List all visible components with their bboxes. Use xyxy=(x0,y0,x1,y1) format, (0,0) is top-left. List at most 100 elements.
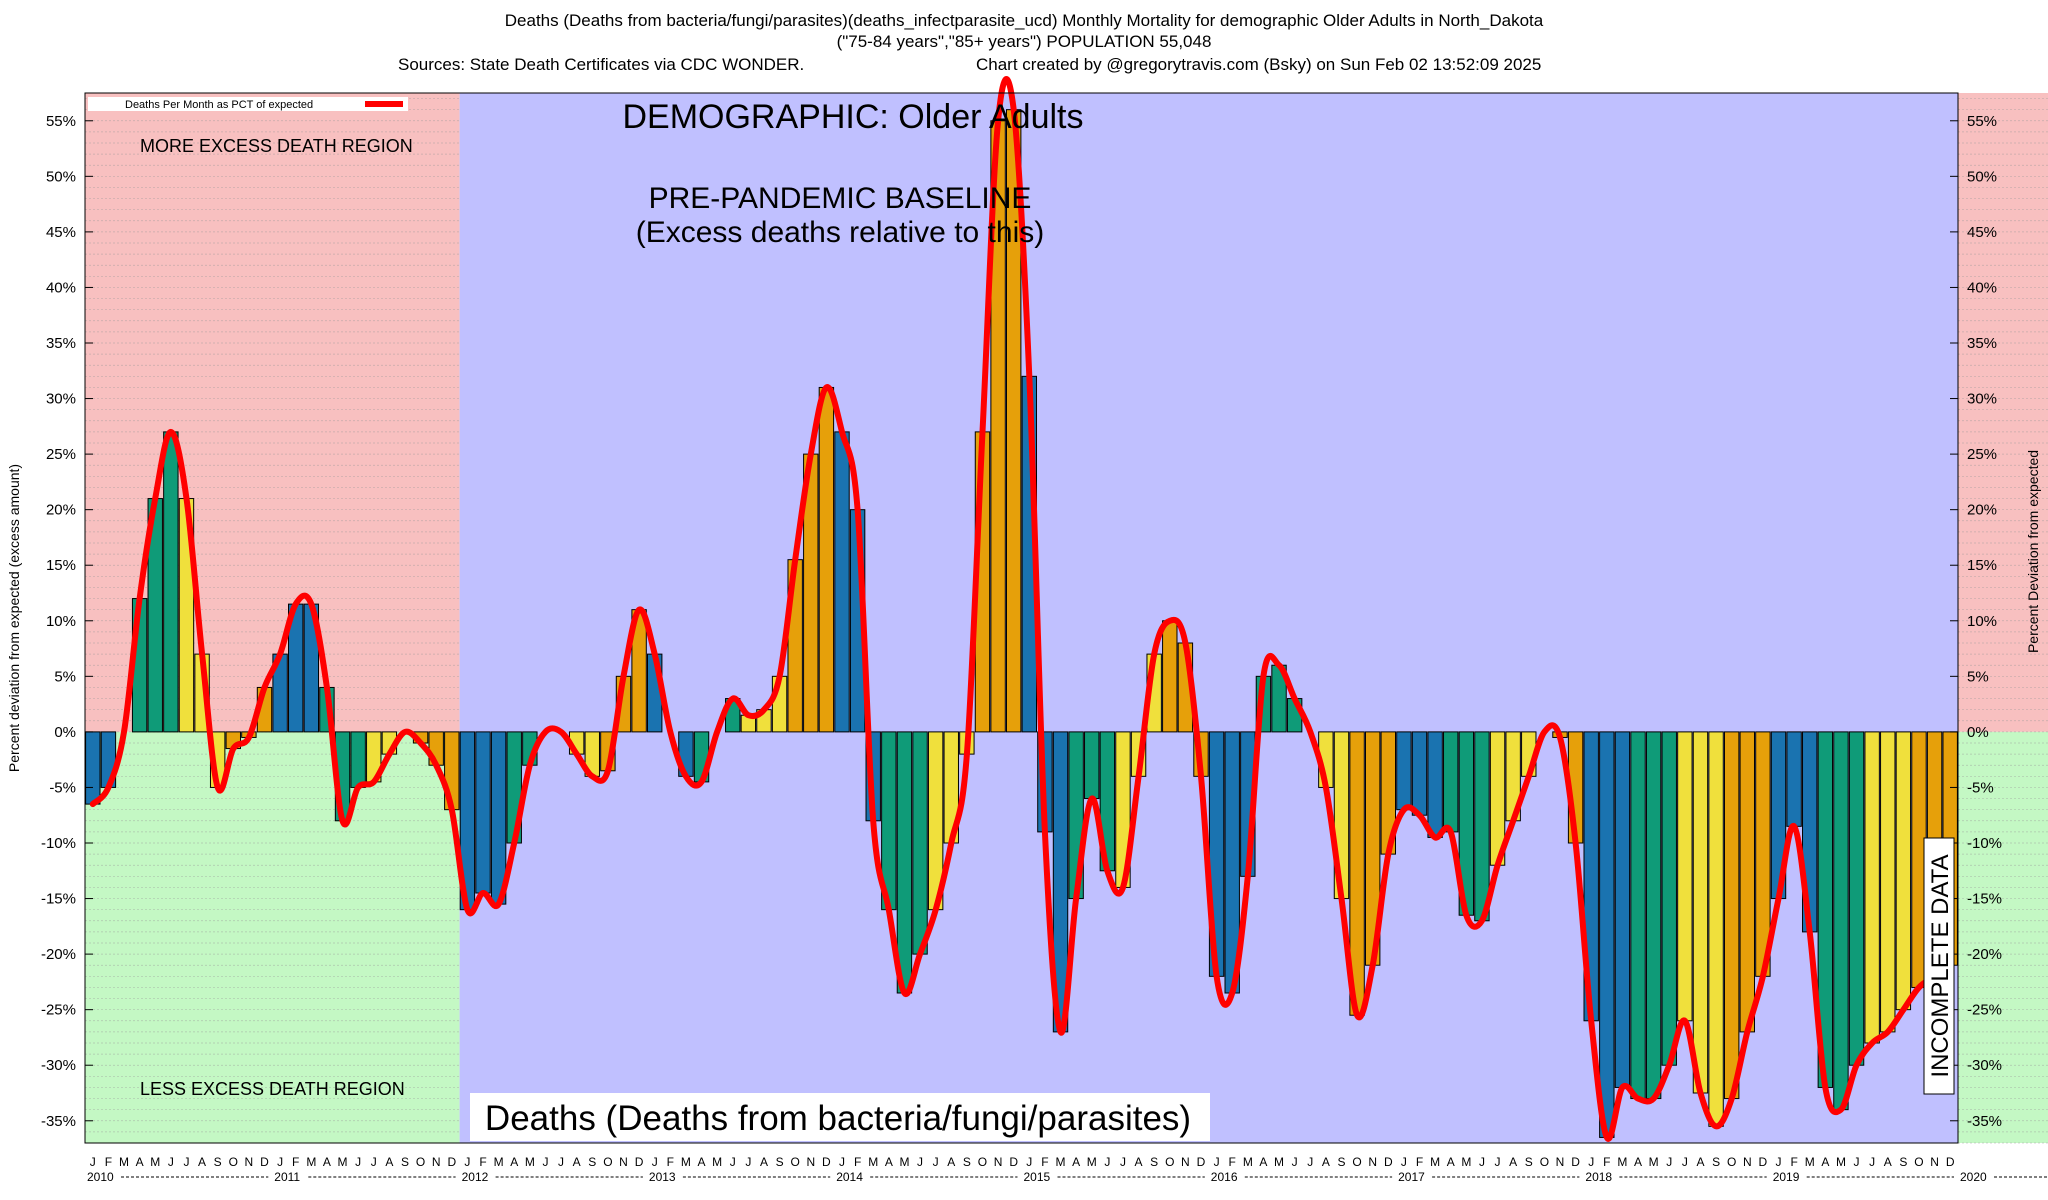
x-month-label: D xyxy=(447,1155,456,1169)
x-month-label: N xyxy=(1743,1155,1752,1169)
x-month-label: M xyxy=(868,1155,878,1169)
y-tick-label-right: 20% xyxy=(1967,502,1997,519)
x-month-label: J xyxy=(652,1155,658,1169)
chart-subtitle: ("75-84 years","85+ years") POPULATION 5… xyxy=(836,32,1212,51)
x-month-label: J xyxy=(1026,1155,1032,1169)
x-month-label: D xyxy=(1384,1155,1393,1169)
chart-credit: Chart created by @gregorytravis.com (Bsk… xyxy=(976,55,1542,74)
chart-title: Deaths (Deaths from bacteria/fungi/paras… xyxy=(504,11,1544,30)
x-month-label: S xyxy=(963,1155,971,1169)
x-month-label: M xyxy=(119,1155,129,1169)
y-tick-label-left: 15% xyxy=(46,557,76,574)
x-month-label: O xyxy=(1914,1155,1923,1169)
x-month-label: A xyxy=(573,1155,581,1169)
x-month-label: A xyxy=(385,1155,393,1169)
bar xyxy=(1880,731,1896,1033)
y-tick-label-left: -5% xyxy=(49,779,76,796)
x-month-label: J xyxy=(1869,1155,1875,1169)
x-month-label: J xyxy=(1292,1155,1298,1169)
x-month-label: A xyxy=(1259,1155,1267,1169)
x-month-label: N xyxy=(1556,1155,1565,1169)
x-month-label: S xyxy=(1337,1155,1345,1169)
y-tick-label-left: 25% xyxy=(46,446,76,463)
x-month-label: J xyxy=(90,1155,96,1169)
x-month-label: N xyxy=(1930,1155,1939,1169)
x-month-label: D xyxy=(260,1155,269,1169)
bottom-title: Deaths (Deaths from bacteria/fungi/paras… xyxy=(485,1099,1191,1138)
x-month-label: F xyxy=(105,1155,112,1169)
chart-sources: Sources: State Death Certificates via CD… xyxy=(398,55,805,74)
bar xyxy=(1630,731,1646,1100)
x-month-label: A xyxy=(1509,1155,1517,1169)
x-month-label: N xyxy=(806,1155,815,1169)
bar xyxy=(1614,731,1631,1088)
x-month-label: S xyxy=(1150,1155,1158,1169)
y-tick-label-left: 10% xyxy=(46,613,76,630)
x-month-label: O xyxy=(1727,1155,1736,1169)
x-month-label: A xyxy=(510,1155,518,1169)
y-tick-label-left: 20% xyxy=(46,502,76,519)
bar xyxy=(1411,731,1428,816)
y-tick-label-right: 40% xyxy=(1967,279,1997,296)
y-tick-label-right: 0% xyxy=(1967,724,1989,741)
y-tick-label-left: 5% xyxy=(54,668,76,685)
x-month-label: O xyxy=(978,1155,987,1169)
x-month-label: A xyxy=(1135,1155,1143,1169)
x-month-label: S xyxy=(214,1155,222,1169)
bar xyxy=(1162,620,1178,733)
x-month-label: J xyxy=(1495,1155,1501,1169)
x-month-label: M xyxy=(899,1155,909,1169)
x-month-label: D xyxy=(822,1155,831,1169)
x-month-label: M xyxy=(1430,1155,1440,1169)
x-month-label: N xyxy=(994,1155,1003,1169)
bar xyxy=(1739,731,1755,1033)
x-year-label: 2016 xyxy=(1211,1170,1238,1184)
excess-region-pre xyxy=(85,93,460,732)
bar xyxy=(475,731,491,894)
bar xyxy=(1692,731,1709,1094)
x-month-label: N xyxy=(432,1155,441,1169)
x-year-label: 2010 xyxy=(87,1170,114,1184)
x-month-label: J xyxy=(542,1155,548,1169)
y-tick-label-left: -25% xyxy=(41,1002,76,1019)
x-month-label: M xyxy=(338,1155,348,1169)
y-tick-label-left: 40% xyxy=(46,279,76,296)
x-month-label: F xyxy=(479,1155,486,1169)
y-tick-label-left: -35% xyxy=(41,1113,76,1130)
bar xyxy=(1443,731,1459,833)
more-excess-label: MORE EXCESS DEATH REGION xyxy=(140,136,413,156)
y-tick-label-right: 5% xyxy=(1967,668,1989,685)
bar xyxy=(912,731,928,955)
x-month-label: A xyxy=(1447,1155,1455,1169)
x-month-label: A xyxy=(1884,1155,1892,1169)
y-tick-label-right: 10% xyxy=(1967,613,1997,630)
x-month-label: F xyxy=(1790,1155,1797,1169)
x-month-label: A xyxy=(947,1155,955,1169)
bottom-title-box xyxy=(470,1093,1210,1141)
x-month-label: J xyxy=(168,1155,174,1169)
bar xyxy=(1396,731,1412,811)
x-month-label: M xyxy=(1243,1155,1253,1169)
x-month-label: F xyxy=(1416,1155,1423,1169)
x-month-label: J xyxy=(371,1155,377,1169)
x-month-label: O xyxy=(229,1155,238,1169)
x-month-label: J xyxy=(1104,1155,1110,1169)
bar xyxy=(1895,731,1912,1011)
y-tick-label-right: -15% xyxy=(1967,891,2002,908)
bar xyxy=(1723,731,1740,1100)
x-month-label: F xyxy=(854,1155,861,1169)
x-month-label: S xyxy=(401,1155,409,1169)
x-month-label: F xyxy=(1229,1155,1236,1169)
x-year-label: 2017 xyxy=(1398,1170,1425,1184)
x-month-label: F xyxy=(1603,1155,1610,1169)
x-month-label: D xyxy=(1197,1155,1206,1169)
y-tick-label-left: 30% xyxy=(46,391,76,408)
x-month-label: N xyxy=(619,1155,628,1169)
bar xyxy=(1661,731,1677,1066)
demographic-label: DEMOGRAPHIC: Older Adults xyxy=(622,98,1083,136)
x-month-label: J xyxy=(1307,1155,1313,1169)
x-year-label: 2014 xyxy=(836,1170,863,1184)
x-month-label: M xyxy=(1461,1155,1471,1169)
x-year-label: 2015 xyxy=(1024,1170,1051,1184)
x-month-label: D xyxy=(635,1155,644,1169)
